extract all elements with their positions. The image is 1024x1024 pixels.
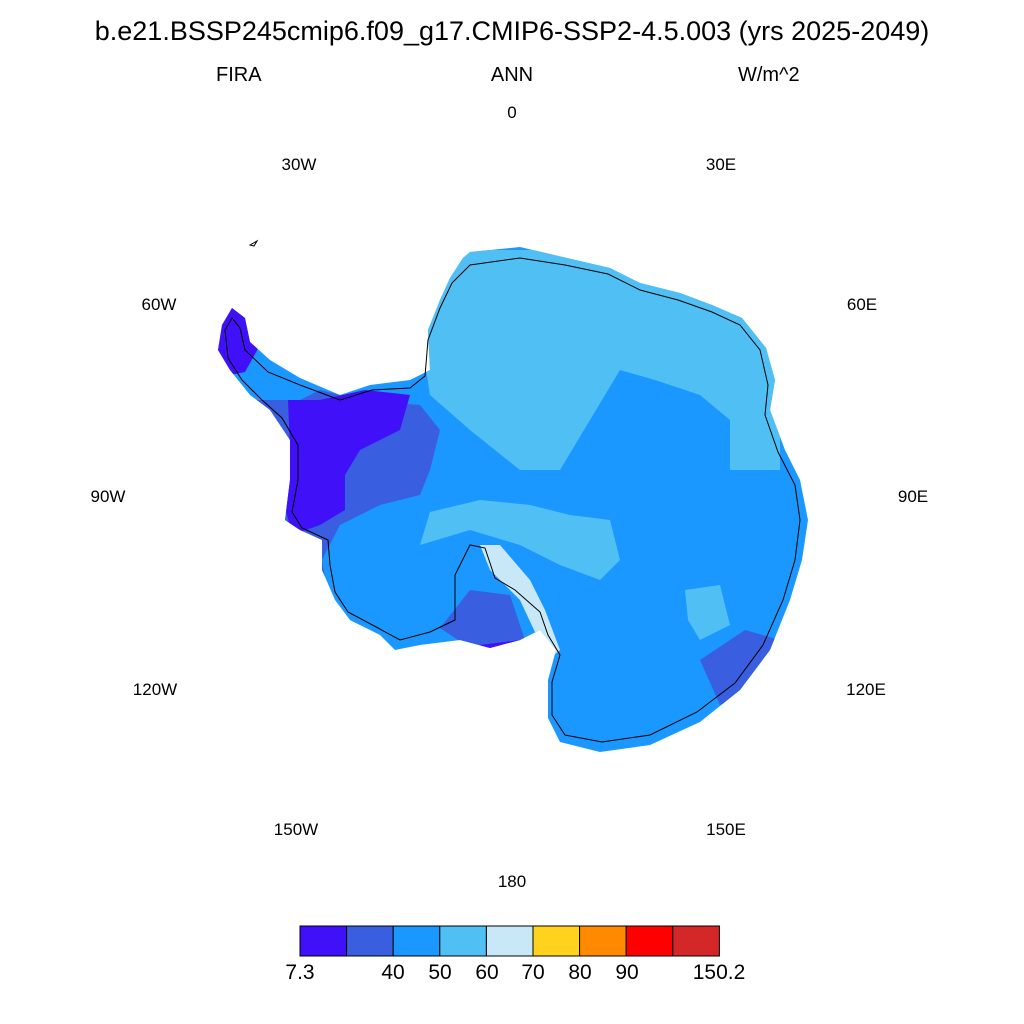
colorbar-label-40: 40 bbox=[381, 961, 405, 984]
variable-label: FIRA bbox=[216, 64, 262, 86]
field-peninsula-base bbox=[282, 390, 410, 535]
field-coastal-plateau bbox=[420, 250, 780, 470]
colorbar-swatch bbox=[392, 925, 441, 957]
colorbar-swatch bbox=[346, 925, 394, 957]
colorbar-swatch bbox=[439, 925, 487, 957]
colorbar-swatch bbox=[625, 925, 674, 957]
colorbar-label-max: 150.2 bbox=[692, 961, 746, 984]
plot-title: b.e21.BSSP245cmip6.f09_g17.CMIP6-SSP2-4.… bbox=[94, 16, 930, 46]
field-ross-inner bbox=[440, 590, 525, 648]
lon-label-90w: 90W bbox=[90, 487, 126, 506]
colorbar-label-80: 80 bbox=[568, 961, 592, 984]
field-east-patch bbox=[685, 585, 730, 640]
season-label: ANN bbox=[490, 64, 534, 86]
field-ross-band bbox=[420, 500, 620, 580]
colorbar-label-50: 50 bbox=[428, 961, 452, 984]
lon-label-30w: 30W bbox=[281, 155, 317, 174]
lon-label-30e: 30E bbox=[705, 155, 737, 174]
coastline bbox=[224, 257, 801, 743]
lon-label-150e: 150E bbox=[706, 820, 746, 839]
units-label: W/m^2 bbox=[738, 64, 800, 86]
colorbar-label-70: 70 bbox=[521, 961, 545, 984]
lon-label-60e: 60E bbox=[846, 295, 878, 314]
colorbar-swatch bbox=[485, 925, 534, 957]
colorbar-swatch bbox=[532, 925, 581, 957]
colorbar-swatch bbox=[579, 925, 627, 957]
lon-label-0: 0 bbox=[507, 103, 517, 122]
lon-label-150w: 150W bbox=[273, 820, 319, 839]
colorbar-swatch bbox=[672, 925, 720, 957]
south-shetland-islands bbox=[248, 239, 259, 247]
colorbar-label-60: 60 bbox=[475, 961, 499, 984]
colorbar bbox=[299, 925, 720, 957]
colorbar-swatch bbox=[299, 925, 348, 957]
lon-label-90e: 90E bbox=[897, 487, 929, 506]
colorbar-label-90: 90 bbox=[615, 961, 639, 984]
lon-label-120e: 120E bbox=[846, 680, 886, 699]
lon-label-60w: 60W bbox=[141, 295, 177, 314]
colorbar-label-min: 7.3 bbox=[285, 961, 315, 984]
lon-label-180: 180 bbox=[497, 872, 527, 891]
lon-label-120w: 120W bbox=[132, 680, 178, 699]
